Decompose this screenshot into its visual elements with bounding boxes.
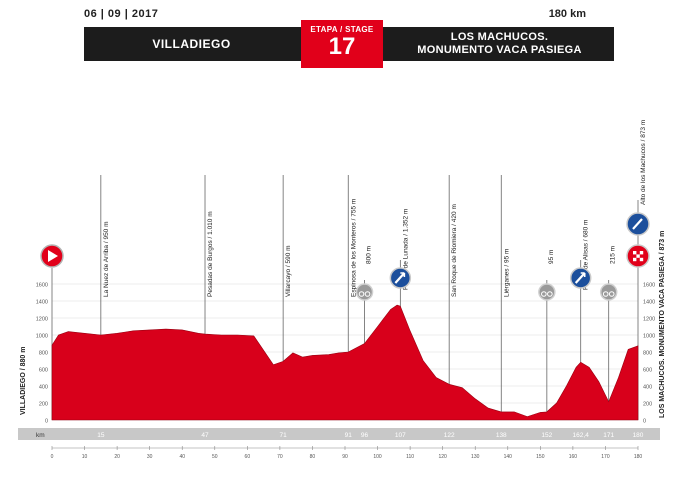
y-tick-label-right: 400 — [643, 385, 652, 391]
x-tick-label: 10 — [82, 454, 88, 460]
checker-square — [633, 251, 637, 255]
sprint-wheel-icon — [602, 291, 609, 297]
checker-square — [633, 257, 637, 262]
sprint-wheel-icon — [364, 291, 371, 297]
point-label: Espinosa de los Monteros / 755 m — [350, 199, 357, 297]
x-tick-label: 150 — [536, 454, 545, 460]
x-tick-label: 0 — [51, 454, 54, 460]
point-label: Villarcayo / 590 m — [285, 245, 292, 297]
sprint-wheel-icon — [358, 291, 365, 297]
x-tick-label: 120 — [438, 454, 447, 460]
sprint-wheel-icon — [608, 291, 615, 297]
finish-city: LOS MACHUCOS. MONUMENTO VACA PASIEGA — [385, 27, 614, 61]
y-tick-label-left: 1400 — [36, 300, 48, 306]
km-band-value: 71 — [280, 432, 288, 439]
checker-square — [636, 254, 640, 258]
checker-square — [639, 251, 644, 255]
elevation-area — [51, 304, 639, 421]
stage-number: 17 — [328, 33, 356, 60]
point-label: Liérganes / 95 m — [503, 249, 510, 297]
y-tick-label-right: 800 — [643, 351, 652, 357]
sprint-wheel-icon — [541, 291, 547, 297]
x-tick-label: 50 — [212, 454, 218, 460]
stage-date: 06 | 09 | 2017 — [84, 8, 159, 20]
y-tick-label-right: 0 — [643, 419, 646, 425]
x-tick-label: 110 — [406, 454, 414, 460]
finish-line2: MONUMENTO VACA PASIEGA — [417, 44, 582, 56]
start-city: VILLADIEGO — [152, 37, 231, 51]
km-band-value: 96 — [361, 432, 369, 439]
sprint-icon — [599, 283, 618, 301]
x-tick-label: 160 — [569, 454, 578, 460]
x-tick-label: 60 — [245, 454, 251, 460]
finish-side-label: LOS MACHUCOS. MONUMENTO VACA PASIEGA / 8… — [659, 231, 666, 418]
x-tick-label: 180 — [634, 454, 643, 460]
x-tick-label: 170 — [601, 454, 610, 460]
km-band-value: 138 — [496, 432, 507, 439]
sprint-icon — [538, 283, 556, 301]
sprint-wheel-icon — [547, 291, 553, 297]
y-tick-label-left: 1000 — [36, 334, 48, 340]
x-tick-label: 100 — [373, 454, 382, 460]
y-tick-label-left: 1600 — [36, 283, 48, 289]
point-label: 800 m — [366, 246, 373, 264]
kom-arrow-icon — [394, 272, 406, 284]
y-tick-label-left: 200 — [39, 402, 48, 408]
y-tick-label-left: 800 — [39, 351, 48, 357]
checker-square — [639, 257, 644, 262]
point-label: Portillo de Lunada / 1.352 m — [402, 209, 409, 290]
start-arrow-icon — [48, 250, 58, 262]
km-band-value: 180 — [633, 432, 644, 439]
km-band-value: 47 — [201, 432, 209, 439]
x-tick-label: 20 — [114, 454, 120, 460]
x-tick-label: 30 — [147, 454, 153, 460]
y-tick-label-left: 1200 — [36, 317, 48, 323]
point-label: Alto de los Machucos / 873 m — [640, 120, 647, 205]
km-band-label: km — [36, 432, 45, 439]
y-tick-label-right: 1600 — [643, 283, 655, 289]
stage-box: ETAPA / STAGE 17 — [301, 20, 383, 68]
stage-label: ETAPA / STAGE — [310, 25, 374, 34]
x-tick-label: 40 — [179, 454, 185, 460]
kom-arrowhead-icon — [400, 272, 406, 277]
point-label: Puerto de Alisas / 680 m — [583, 220, 590, 290]
point-label: 215 m — [610, 246, 617, 264]
x-tick-label: 140 — [504, 454, 513, 460]
km-band-value: 122 — [444, 432, 455, 439]
x-tick-label: 130 — [471, 454, 480, 460]
finish-line1: LOS MACHUCOS. — [450, 31, 549, 43]
finish-kom-arrow-icon — [632, 218, 643, 230]
km-band — [18, 428, 660, 440]
point-label: 95 m — [548, 250, 555, 264]
stage-distance: 180 km — [548, 8, 586, 20]
point-label: San Roque de Riomiera / 420 m — [451, 204, 458, 297]
y-tick-label-right: 600 — [643, 368, 652, 374]
y-tick-label-left: 0 — [45, 419, 48, 425]
y-tick-label-right: 1400 — [643, 300, 655, 306]
kom-arrow-icon — [574, 272, 586, 284]
x-tick-label: 90 — [342, 454, 348, 460]
y-tick-label-right: 200 — [643, 402, 652, 408]
start-side-label: VILLADIEGO / 880 m — [20, 347, 27, 415]
km-band-value: 171 — [603, 432, 614, 439]
x-tick-label: 80 — [310, 454, 316, 460]
y-tick-label-right: 1000 — [643, 334, 655, 340]
point-label: La Nuez de Arriba / 950 m — [103, 221, 110, 297]
km-band-value: 107 — [395, 432, 406, 439]
sprint-icon — [355, 283, 374, 301]
kom-arrowhead-icon — [580, 272, 586, 277]
km-band-value: 91 — [345, 432, 353, 439]
km-band-value: 162,4 — [573, 432, 590, 439]
km-band-value: 15 — [97, 432, 105, 439]
y-tick-label-right: 1200 — [643, 317, 655, 323]
y-tick-label-left: 400 — [39, 385, 48, 391]
x-tick-label: 70 — [277, 454, 283, 460]
y-tick-label-left: 600 — [39, 368, 48, 374]
point-label: Pesadas de Burgos / 1.010 m — [207, 211, 214, 297]
km-band-value: 152 — [541, 432, 552, 439]
